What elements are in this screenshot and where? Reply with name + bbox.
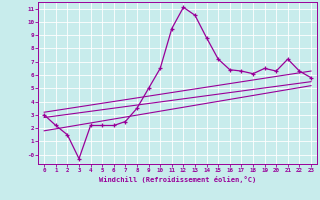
X-axis label: Windchill (Refroidissement éolien,°C): Windchill (Refroidissement éolien,°C) (99, 176, 256, 183)
